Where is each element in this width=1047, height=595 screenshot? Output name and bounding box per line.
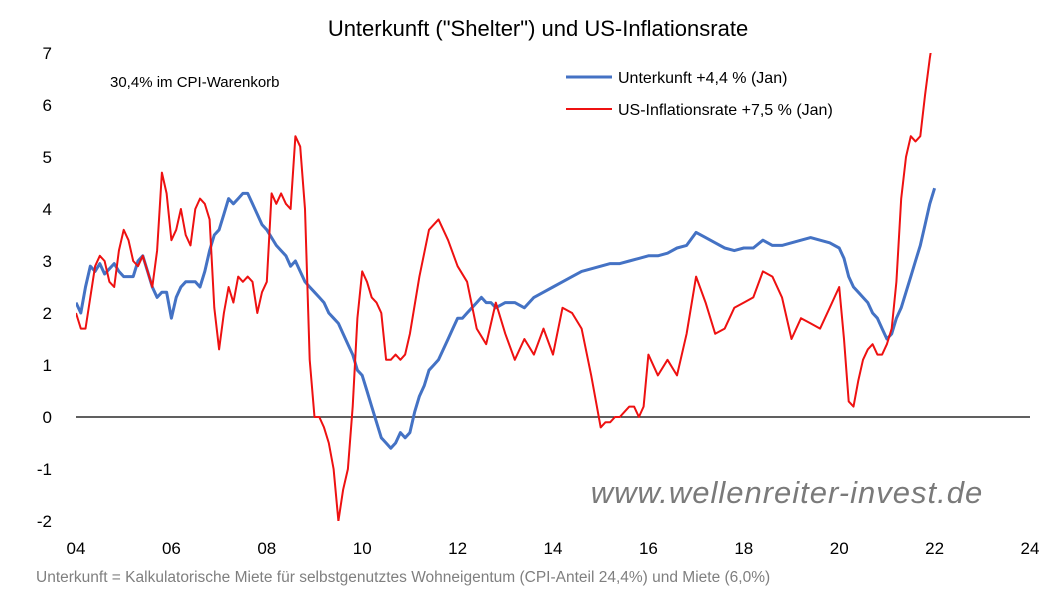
- y-tick-label: 5: [43, 148, 52, 167]
- x-tick-label: 24: [1021, 539, 1040, 558]
- footnote: Unterkunft = Kalkulatorische Miete für s…: [36, 569, 770, 586]
- watermark-text: www.wellenreiter-invest.de: [591, 475, 983, 510]
- x-tick-label: 04: [67, 539, 86, 558]
- y-tick-label: 6: [43, 96, 52, 115]
- legend-label-inflation: US-Inflationsrate +7,5 % (Jan): [618, 102, 833, 119]
- series-layer: [76, 53, 937, 521]
- x-tick-label: 06: [162, 539, 181, 558]
- y-tick-label: 4: [43, 200, 52, 219]
- x-tick-label: 08: [257, 539, 276, 558]
- y-tick-label: 3: [43, 252, 52, 271]
- y-tick-label: 1: [43, 356, 52, 375]
- chart-title: Unterkunft ("Shelter") und US-Inflations…: [328, 16, 748, 41]
- series-line-unterkunft: [76, 187, 937, 450]
- x-tick-label: 20: [830, 539, 849, 558]
- x-tick-label: 14: [544, 539, 563, 558]
- legend-label-unterkunft: Unterkunft +4,4 % (Jan): [618, 70, 787, 87]
- y-tick-label: -2: [37, 512, 52, 531]
- x-tick-label: 22: [925, 539, 944, 558]
- y-axis-tick-labels: -2 -1 0 1 2 3 4 5 6 7: [37, 44, 52, 531]
- legend: Unterkunft +4,4 % (Jan) US-Inflationsrat…: [566, 70, 833, 119]
- x-tick-label: 16: [639, 539, 658, 558]
- y-tick-label: -1: [37, 460, 52, 479]
- x-tick-label: 12: [448, 539, 467, 558]
- x-tick-label: 10: [353, 539, 372, 558]
- x-axis-tick-labels: 04 06 08 10 12 14 16 18 20 22 24: [67, 539, 1040, 558]
- x-tick-label: 18: [734, 539, 753, 558]
- series-line-inflation: [76, 53, 932, 521]
- y-tick-label: 0: [43, 408, 52, 427]
- y-tick-label: 2: [43, 304, 52, 323]
- annotation-basket-share: 30,4% im CPI-Warenkorb: [110, 74, 280, 91]
- y-tick-label: 7: [43, 44, 52, 63]
